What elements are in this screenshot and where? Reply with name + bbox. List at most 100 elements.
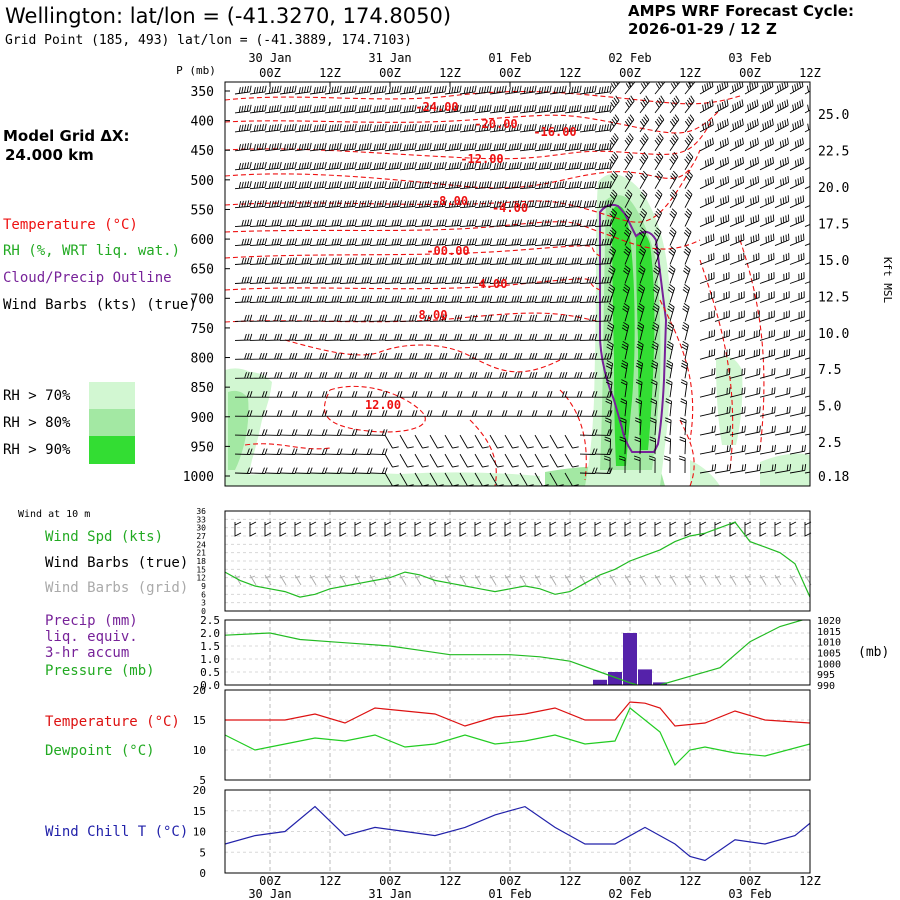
- wind-barb-643: [681, 322, 690, 341]
- wind-barb-209: [369, 467, 388, 474]
- wind-barb-99: [294, 371, 313, 379]
- wind-barb-311: [444, 410, 463, 417]
- wind-barb-38: [249, 410, 268, 417]
- wind-ytick-1: 33: [196, 515, 206, 524]
- precip-ytick-3: 1.0: [200, 653, 220, 666]
- legend-cloud-outline: Cloud/Precip Outline: [3, 270, 172, 286]
- wind-barb-1: [234, 104, 252, 114]
- wind-barb-6: [234, 200, 252, 209]
- temp-contour-14: [739, 239, 765, 451]
- wind-barb-587: [633, 455, 641, 474]
- wind-barb-762: [774, 195, 790, 209]
- wind-barb-556: [623, 265, 631, 284]
- surface-barb-grid-36: [774, 574, 782, 586]
- precip-label: Precip (mm): [45, 613, 138, 629]
- wind-barb-319: [459, 161, 477, 171]
- wind-barb-157: [339, 276, 358, 284]
- wind-barb-141: [324, 371, 343, 379]
- wind-barb-577: [638, 265, 646, 284]
- precip-bar-1: [608, 672, 622, 685]
- wind-barb-538: [606, 322, 615, 341]
- pressure-ytick-0: 1020: [817, 616, 841, 627]
- wind-barb-727: [744, 329, 760, 341]
- wind-barb-658: [699, 214, 715, 228]
- wind-barb-750: [759, 368, 776, 379]
- surface-barb-true-16: [474, 521, 482, 537]
- wind-barb-50: [264, 238, 283, 247]
- temp-contour-3: [225, 149, 701, 189]
- top-time-tick-3: 12Z: [439, 66, 461, 80]
- wind-barb-485: [579, 123, 597, 133]
- wind-barb-585: [634, 417, 642, 436]
- wind-barb-354: [474, 434, 489, 449]
- wind-barb-258: [414, 200, 432, 209]
- wind-barb-286: [429, 333, 448, 341]
- wind-barb-155: [339, 238, 358, 247]
- wind-barb-770: [774, 348, 791, 360]
- temp-contour-label-4: -8.00: [432, 194, 468, 208]
- wind-barb-810: [804, 319, 810, 322]
- height-tick-9: 2.5: [818, 436, 841, 451]
- wind-barb-591: [654, 133, 664, 152]
- height-tick-6: 10.0: [818, 327, 849, 342]
- wind-barb-207: [369, 429, 388, 436]
- wind-barb-37: [250, 391, 268, 398]
- wind-barb-173: [354, 181, 372, 190]
- legend-rh80-swatch: [89, 409, 135, 436]
- wind-barb-413: [519, 352, 538, 360]
- wind-barb-433: [534, 333, 553, 341]
- surface-barb-true-36: [774, 521, 782, 537]
- wind-barb-503: [579, 467, 598, 474]
- wind-barb-194: [369, 181, 387, 190]
- wind-barb-74: [279, 295, 298, 303]
- wind-barb-678: [714, 195, 730, 209]
- wind-barb-563: [620, 398, 628, 417]
- surface-barb-true-24: [594, 521, 602, 537]
- wind-barb-333: [459, 434, 474, 449]
- wind-barb-452: [549, 295, 568, 303]
- wind-ytick-3: 27: [196, 532, 206, 541]
- wind-barb-631: [684, 95, 695, 114]
- wind-barb-101: [294, 410, 313, 417]
- wind-barb-7: [234, 219, 252, 228]
- wind-barb-294: [444, 85, 462, 95]
- wind-barb-797: [789, 464, 807, 474]
- surface-barb-grid-22: [564, 574, 572, 586]
- wind-barb-407: [519, 238, 538, 247]
- wind-barb-645: [680, 360, 689, 379]
- precip-bar-4: [653, 682, 667, 685]
- temp-contour-label-2: -16.00: [533, 125, 576, 139]
- wind-barb-345: [474, 257, 493, 265]
- wind-barb-688: [714, 387, 731, 398]
- wind-barb-437: [534, 410, 553, 417]
- wind-barb-339: [474, 142, 492, 152]
- wind-barb-184: [355, 391, 373, 398]
- wind-barb-756: [774, 82, 789, 95]
- wind-barb-709: [729, 387, 746, 398]
- bottom-time-tick-1: 12Z: [319, 874, 341, 888]
- wind-barb-205: [370, 391, 388, 398]
- wind-barb-699: [729, 195, 745, 209]
- wind-barb-530: [609, 170, 618, 189]
- wind-barb-89: [294, 181, 312, 190]
- wind-ytick-12: 0: [201, 607, 206, 616]
- wind-barb-754: [759, 444, 776, 455]
- pressure-tick-2: 450: [191, 144, 214, 159]
- wind-barb-471: [564, 257, 583, 265]
- wind-barb-605: [650, 398, 658, 417]
- wind-barb-55: [264, 333, 283, 341]
- bottom-time-tick-4: 00Z: [499, 874, 521, 888]
- wind-barb-448: [549, 219, 567, 228]
- wind-barb-70: [279, 219, 297, 228]
- wind-barb-26: [249, 181, 267, 190]
- wind-barb-765: [774, 252, 790, 265]
- wind-barb-578: [637, 284, 646, 303]
- wind-barb-712: [729, 444, 746, 455]
- chill-ytick-2: 10: [193, 826, 206, 839]
- wind-barb-506: [594, 123, 612, 133]
- wind-barb-158: [339, 295, 358, 303]
- wind-barb-508: [594, 161, 612, 171]
- wind-barb-14: [234, 352, 253, 360]
- wind-barb-739: [759, 156, 774, 171]
- wind-barb-456: [549, 371, 568, 379]
